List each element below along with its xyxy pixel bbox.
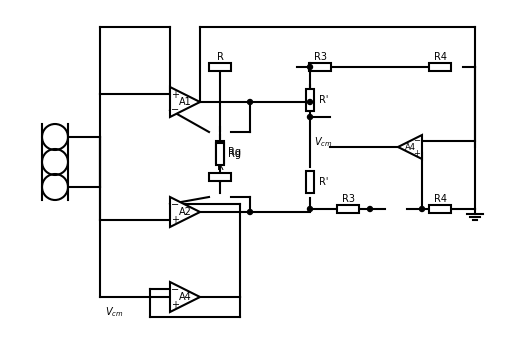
Circle shape: [247, 100, 253, 105]
Text: R': R': [320, 95, 328, 105]
Text: $V_{cm}$: $V_{cm}$: [105, 305, 123, 319]
Circle shape: [308, 100, 313, 105]
Circle shape: [247, 210, 253, 215]
Text: +: +: [171, 90, 179, 100]
Text: $V_{cm}$: $V_{cm}$: [314, 135, 333, 149]
Circle shape: [308, 115, 313, 120]
Text: +: +: [414, 149, 420, 157]
Polygon shape: [170, 87, 200, 117]
Text: Rg: Rg: [228, 147, 241, 157]
Text: R: R: [217, 52, 223, 62]
Text: +: +: [171, 300, 179, 310]
Bar: [306, 89, 314, 111]
Circle shape: [308, 206, 313, 211]
Bar: [216, 141, 224, 163]
Text: R: R: [217, 162, 223, 172]
Polygon shape: [170, 197, 200, 227]
Text: −: −: [171, 105, 179, 115]
Text: A1: A1: [179, 97, 191, 107]
Text: A4: A4: [179, 292, 191, 302]
Text: A4: A4: [404, 142, 415, 151]
Polygon shape: [170, 282, 200, 312]
Circle shape: [368, 206, 372, 211]
Text: −: −: [171, 200, 179, 210]
Text: R3: R3: [342, 194, 355, 204]
Text: Rg: Rg: [228, 149, 241, 159]
Text: A2: A2: [178, 207, 191, 217]
Text: −: −: [414, 136, 420, 146]
Circle shape: [308, 65, 313, 70]
Polygon shape: [398, 135, 422, 159]
Bar: [209, 173, 231, 181]
Bar: [309, 63, 331, 71]
Text: +: +: [171, 215, 179, 225]
Bar: [429, 63, 451, 71]
Text: R4: R4: [434, 52, 447, 62]
Bar: [429, 205, 451, 213]
Circle shape: [419, 206, 425, 211]
Text: −: −: [171, 285, 179, 295]
Bar: [306, 171, 314, 193]
Text: R3: R3: [313, 52, 326, 62]
Text: R': R': [320, 177, 328, 187]
Bar: [216, 143, 224, 165]
Bar: [337, 205, 359, 213]
Bar: [209, 63, 231, 71]
Text: R4: R4: [434, 194, 447, 204]
